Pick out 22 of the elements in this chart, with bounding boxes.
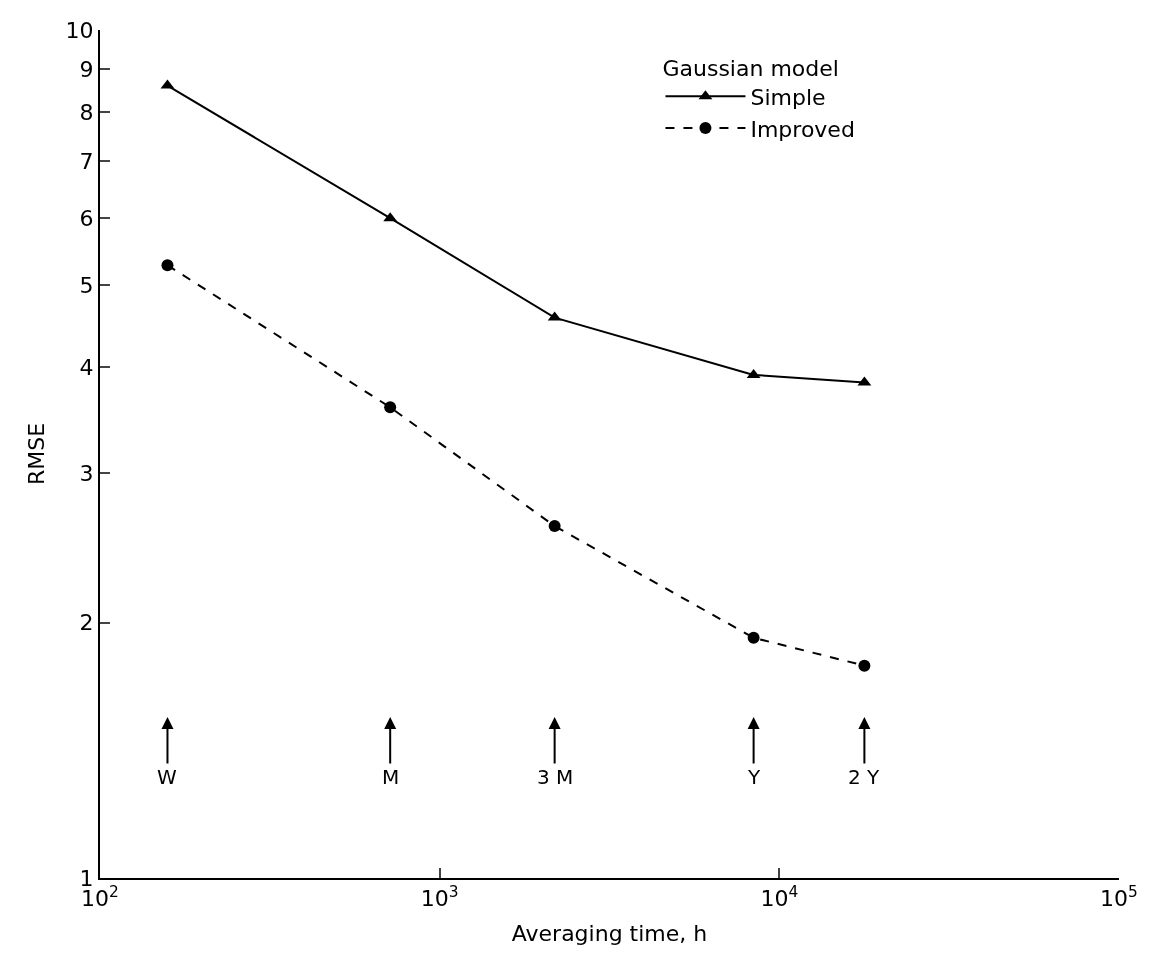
y-axis-title: RMSE <box>23 422 49 486</box>
legend-label: Improved <box>750 116 855 142</box>
legend-label: Simple <box>750 84 826 110</box>
legend-title: Gaussian model <box>662 55 839 81</box>
y-tick-label: 4 <box>79 355 94 381</box>
x-tick-label: 10$^{3}$ <box>420 883 459 912</box>
annotation: 2 Y <box>848 765 881 789</box>
y-tick-label: 7 <box>79 149 94 175</box>
y-tick-label: 3 <box>79 461 94 487</box>
annotation: M <box>382 765 400 789</box>
y-tick-label: 5 <box>79 272 94 298</box>
y-tick-label: 2 <box>79 610 94 636</box>
y-tick-label: 8 <box>79 99 94 125</box>
x-tick-label: 10$^{5}$ <box>1100 883 1138 912</box>
y-tick-label: 9 <box>79 56 94 82</box>
y-tick-label: 6 <box>79 205 94 231</box>
annotation: W <box>157 765 177 789</box>
y-tick-label: 10 <box>65 17 94 43</box>
x-tick-label: 10$^{4}$ <box>760 883 799 912</box>
x-axis-title: Averaging time, h <box>511 920 708 946</box>
annotation: 3 M <box>537 765 574 789</box>
annotation: Y <box>747 765 761 789</box>
